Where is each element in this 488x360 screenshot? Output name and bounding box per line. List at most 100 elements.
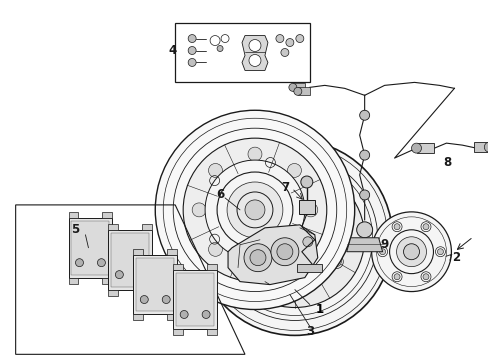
Polygon shape [173,270,217,329]
Circle shape [295,35,303,42]
Circle shape [359,150,369,160]
Circle shape [247,147,262,161]
Polygon shape [175,23,309,82]
Circle shape [411,143,421,153]
Polygon shape [68,218,112,278]
Polygon shape [207,264,217,270]
Circle shape [302,237,312,247]
Circle shape [75,259,83,267]
Circle shape [162,296,170,303]
Circle shape [275,35,284,42]
Text: 8: 8 [443,156,450,168]
Circle shape [192,203,205,217]
Circle shape [288,84,296,91]
Circle shape [137,271,145,279]
Circle shape [280,49,288,57]
Text: 7: 7 [280,181,288,194]
Circle shape [303,203,317,217]
Text: 5: 5 [71,223,80,236]
Polygon shape [173,264,183,270]
Circle shape [249,250,265,266]
Circle shape [248,54,261,67]
Polygon shape [473,142,488,152]
Polygon shape [173,329,183,336]
Polygon shape [292,84,304,91]
Circle shape [97,259,105,267]
Circle shape [115,271,123,279]
Polygon shape [416,143,433,153]
Text: 1: 1 [315,303,323,316]
Polygon shape [133,249,143,255]
Circle shape [180,310,188,319]
Polygon shape [133,315,143,320]
Circle shape [396,237,426,267]
Polygon shape [142,289,152,296]
Circle shape [359,110,369,120]
Polygon shape [71,221,109,275]
Circle shape [287,163,301,177]
Circle shape [287,242,301,256]
Polygon shape [167,315,177,320]
Circle shape [140,296,148,303]
Circle shape [248,40,261,51]
Polygon shape [176,273,214,327]
Circle shape [483,142,488,152]
Circle shape [285,39,293,46]
Circle shape [393,224,399,230]
Circle shape [155,110,354,310]
Polygon shape [111,233,149,287]
Polygon shape [108,230,152,289]
Circle shape [188,58,196,67]
Circle shape [248,257,258,267]
Circle shape [393,274,399,280]
Polygon shape [297,87,309,95]
Text: 9: 9 [380,238,388,251]
Polygon shape [167,249,177,255]
Circle shape [183,138,326,282]
Polygon shape [136,258,174,311]
Circle shape [356,222,372,238]
Polygon shape [68,278,78,284]
Text: 2: 2 [451,251,460,264]
Text: 3: 3 [305,325,313,338]
Circle shape [188,35,196,42]
Polygon shape [142,224,152,230]
Circle shape [331,209,341,219]
Polygon shape [102,212,112,218]
Polygon shape [242,36,267,71]
Circle shape [208,163,222,177]
Polygon shape [108,224,118,230]
Circle shape [279,223,309,253]
Circle shape [331,257,341,267]
Polygon shape [102,278,112,284]
Circle shape [300,176,312,188]
Polygon shape [227,225,317,285]
Circle shape [244,244,271,272]
Circle shape [247,259,262,273]
Polygon shape [296,264,321,272]
Circle shape [202,310,210,319]
Circle shape [244,200,264,220]
Circle shape [226,182,283,238]
Circle shape [371,212,450,292]
Circle shape [251,195,337,280]
Polygon shape [133,255,177,315]
Circle shape [270,238,298,266]
Circle shape [379,249,385,255]
Circle shape [289,280,299,291]
Circle shape [224,168,364,307]
Circle shape [188,46,196,54]
Circle shape [289,185,299,195]
Polygon shape [298,200,314,214]
Circle shape [204,160,304,260]
Polygon shape [207,329,217,336]
Polygon shape [108,289,118,296]
Circle shape [422,274,428,280]
Circle shape [208,242,222,256]
Circle shape [276,244,292,260]
Circle shape [359,190,369,200]
Polygon shape [346,238,382,252]
Polygon shape [68,212,78,218]
Circle shape [293,87,301,95]
Circle shape [197,140,392,336]
